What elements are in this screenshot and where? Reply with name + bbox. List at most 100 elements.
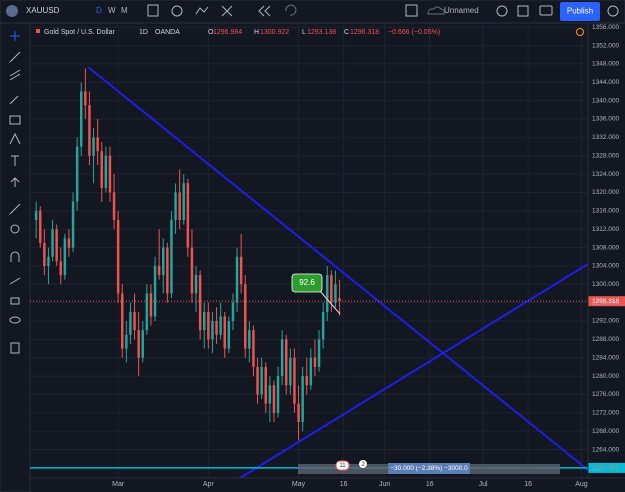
remove-tool[interactable] [10,342,20,354]
x-tick-label: Mar [112,481,125,488]
legend-source: OANDA [155,29,180,36]
badge-count-text[interactable]: 2 [361,462,365,468]
fib-tool[interactable] [9,69,21,81]
candle-body [326,275,329,312]
candle-body [59,261,62,276]
candle-body [334,284,337,303]
legend-open: 1296.984 [213,29,242,36]
candle-body [43,242,46,266]
candle-body [104,155,108,188]
candle-body [75,146,79,202]
candle-body [235,256,239,303]
badge-count[interactable] [359,460,367,468]
candle-body [116,220,120,294]
y-tick-label: 1292.000 [592,318,619,325]
badge-events[interactable] [335,460,350,471]
symbol[interactable]: XAUUSD [26,6,60,15]
candle-body [145,293,149,331]
y-tick-label: 1356.000 [592,24,619,31]
zoom-tool[interactable] [10,224,20,234]
layout-icon[interactable] [405,4,418,17]
y-tick-label: 1264.000 [592,446,619,453]
brush-tool[interactable] [9,95,19,105]
publish-label[interactable]: Publish [567,7,593,16]
candle-body [280,339,284,377]
layout-name[interactable]: Unnamed [444,6,479,15]
projection-tool[interactable] [11,155,19,166]
alert-icon[interactable] [576,28,584,36]
badge-events-text[interactable]: 11 [339,463,346,469]
legend-swatch [36,29,40,33]
crosshair-tool[interactable] [10,31,20,41]
y-tick-label: 1280.000 [592,373,619,380]
lock-tool[interactable] [10,297,20,305]
candle-body [330,275,333,303]
compare-icon[interactable] [221,5,233,17]
candle-body [268,385,272,404]
candle-body [186,183,190,248]
candle-body [231,302,235,322]
interval-d[interactable]: D [96,6,102,15]
candles [34,68,341,441]
last-price-box [588,296,625,307]
y-tick-label: 1336.000 [592,116,619,123]
pattern-tool[interactable] [9,132,21,145]
replay-icon[interactable] [258,5,271,17]
fullscreen-icon[interactable] [517,5,529,17]
measure-text: −30.000 (−2.38%) −3000.0 [390,465,468,472]
interval-m[interactable]: M [121,6,128,15]
candle-body [239,256,243,285]
legend-close: 1296.318 [350,29,379,36]
candle-body [92,137,95,156]
callout-text: 92.6 [299,278,315,287]
candle-body [133,311,136,331]
add-icon[interactable] [171,5,183,17]
y-tick-label: 1324.000 [592,171,619,178]
candle-body [256,366,259,395]
candle-body [305,376,308,386]
y-tick-label: 1328.000 [592,152,619,159]
stay-drawing-tool[interactable] [9,277,21,285]
x-tick-label: Jul [479,481,488,488]
candle-body [252,330,255,367]
grid [30,24,588,478]
text-tool[interactable] [9,115,21,125]
cloud-icon [427,6,445,15]
candle-body [63,238,67,276]
magnet-tool[interactable] [10,251,20,262]
candle-body [301,376,304,422]
ruler-tool[interactable] [9,203,21,215]
legend-high: 1300.922 [260,29,289,36]
interval-w[interactable]: W [108,6,116,15]
arrow-tool[interactable] [10,177,20,187]
publish-button[interactable] [560,2,600,21]
y-tick-label: 1276.000 [592,391,619,398]
legend-l: L [302,29,306,36]
candle-body [297,403,300,422]
y-tick-label: 1348.000 [592,61,619,68]
hide-tool[interactable] [9,316,21,324]
candle-body [80,91,83,147]
y-tick-label: 1260.000 [592,465,619,472]
avatar[interactable] [6,5,18,17]
undo-icon[interactable] [285,4,297,16]
hline-label: 1260.000 [592,465,619,472]
candle-body [289,357,292,386]
hline-label-box [588,462,625,473]
legend-change: −0.666 (−0.05%) [388,29,440,36]
candle-body [244,284,247,349]
y-tick-label: 1312.000 [592,226,619,233]
left-toolbar [0,22,31,492]
candle-body [141,330,144,358]
candle-body [71,201,75,248]
candle-icon[interactable] [147,4,159,17]
snapshot-icon[interactable] [539,5,553,16]
indicator-icon[interactable] [195,6,209,15]
candle-body [55,229,58,262]
candle-body [67,238,71,248]
legend-h: H [254,29,259,36]
play-icon[interactable] [607,5,619,17]
trendline-tool[interactable] [9,51,21,63]
settings-icon[interactable] [496,5,508,17]
